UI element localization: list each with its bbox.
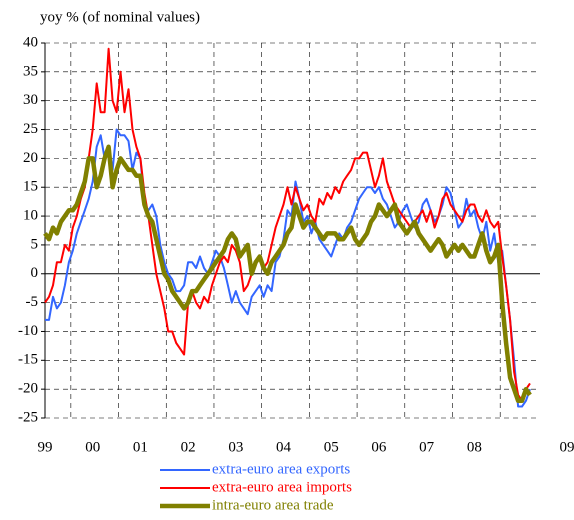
y-tick-label: 15 <box>23 179 38 195</box>
y-tick-label: 0 <box>31 265 39 281</box>
x-tick-label: 09 <box>560 439 574 455</box>
y-tick-label: 5 <box>31 236 39 252</box>
x-tick-label: 00 <box>85 439 100 455</box>
legend-label: extra-euro area exports <box>212 461 350 477</box>
x-tick-label: 03 <box>228 439 243 455</box>
x-tick-label: 06 <box>371 439 387 455</box>
legend-label: intra-euro area trade <box>212 497 334 513</box>
x-tick-label: 01 <box>133 439 148 455</box>
y-tick-label: -20 <box>18 381 38 397</box>
y-tick-label: -10 <box>18 323 38 339</box>
y-tick-label: -25 <box>18 409 38 425</box>
x-tick-label: 99 <box>38 439 53 455</box>
y-tick-label: 10 <box>23 208 38 224</box>
x-tick-label: 02 <box>181 439 196 455</box>
chart-title: yoy % (of nominal values) <box>40 9 200 25</box>
y-tick-label: 20 <box>23 150 38 166</box>
y-tick-label: 25 <box>23 121 38 137</box>
series-line <box>43 144 532 403</box>
x-tick-label: 04 <box>276 439 292 455</box>
x-tick-label: 05 <box>324 439 339 455</box>
x-tick-label: 08 <box>467 439 482 455</box>
legend-label: extra-euro area imports <box>212 479 352 495</box>
y-tick-label: -15 <box>18 352 38 368</box>
series-line <box>45 128 531 408</box>
y-tick-label: -5 <box>26 294 39 310</box>
series-line <box>44 47 531 402</box>
y-tick-label: 30 <box>23 92 38 108</box>
y-tick-label: 40 <box>23 34 38 50</box>
x-tick-label: 07 <box>419 439 435 455</box>
y-tick-label: 35 <box>23 63 38 79</box>
